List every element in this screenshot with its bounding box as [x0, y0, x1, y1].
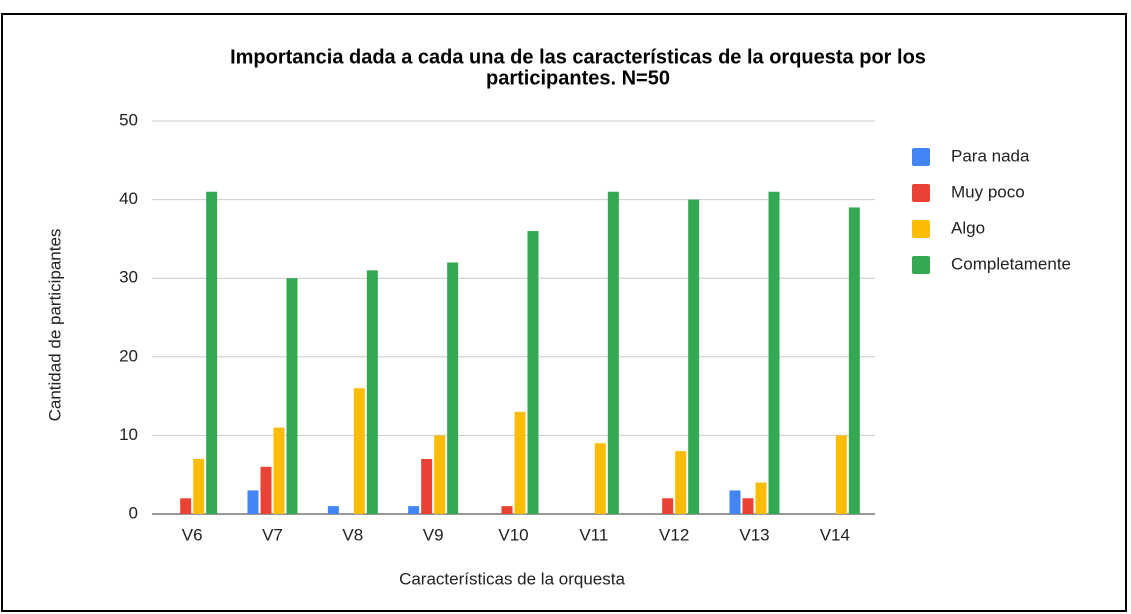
bar	[742, 498, 754, 514]
bar	[353, 388, 365, 514]
chart-title: participantes. N=50	[486, 67, 670, 89]
x-tick-label: V11	[579, 525, 608, 544]
y-axis-title: Cantidad de participantes	[45, 229, 64, 422]
bar	[447, 262, 459, 514]
legend-swatch	[912, 184, 930, 202]
bar	[848, 207, 860, 514]
bar	[501, 506, 513, 514]
bar	[768, 191, 780, 515]
x-tick-label: V13	[739, 525, 769, 544]
x-axis-title: Características de la orquesta	[399, 569, 625, 588]
legend-label: Para nada	[951, 146, 1030, 165]
bar	[688, 199, 700, 514]
x-tick-label: V6	[182, 525, 203, 544]
legend-swatch	[912, 256, 930, 274]
y-tick-label: 20	[119, 346, 138, 365]
x-tick-label: V9	[423, 525, 444, 544]
bar	[286, 278, 298, 514]
bar	[594, 443, 606, 514]
bar	[260, 466, 272, 514]
bar	[366, 270, 378, 514]
bar	[327, 506, 339, 514]
bar	[662, 498, 674, 514]
bar	[675, 451, 687, 514]
legend-swatch	[912, 148, 930, 166]
y-tick-label: 10	[119, 425, 138, 444]
bar	[755, 482, 767, 514]
bar	[206, 191, 218, 515]
bar	[273, 427, 285, 514]
bar	[514, 411, 526, 514]
y-tick-label: 50	[119, 110, 138, 129]
legend-swatch	[912, 220, 930, 238]
x-tick-label: V12	[659, 525, 689, 544]
bar	[835, 435, 847, 514]
legend-label: Muy poco	[951, 182, 1025, 201]
legend-label: Algo	[951, 218, 985, 237]
legend-label: Completamente	[951, 254, 1071, 273]
bar	[421, 458, 433, 514]
frame	[1, 13, 1127, 612]
y-tick-label: 40	[119, 189, 138, 208]
bar	[729, 490, 741, 514]
x-tick-label: V8	[342, 525, 363, 544]
chart-title: Importancia dada a cada una de las carac…	[230, 46, 926, 68]
y-tick-label: 30	[119, 268, 138, 287]
bar	[434, 435, 446, 514]
bar	[408, 506, 420, 514]
x-tick-label: V10	[498, 525, 528, 544]
bar	[180, 498, 192, 514]
x-tick-label: V14	[820, 525, 850, 544]
bar	[193, 458, 205, 514]
bar	[527, 231, 539, 515]
y-tick-label: 0	[129, 503, 138, 522]
x-tick-label: V7	[262, 525, 283, 544]
bar	[247, 490, 259, 514]
bar	[607, 191, 619, 515]
